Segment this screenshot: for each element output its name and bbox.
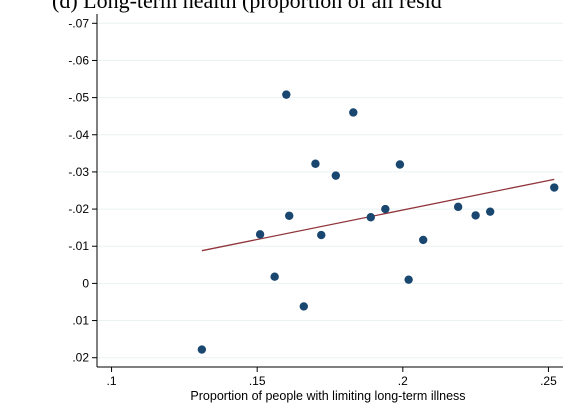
- y-tick-label: -.05: [68, 91, 89, 105]
- scatter-point: [331, 171, 341, 180]
- scatter-point: [404, 275, 413, 284]
- y-tick-label: .01: [72, 314, 89, 328]
- scatter-point: [366, 213, 375, 222]
- scatter-point: [550, 183, 559, 192]
- scatter-point: [311, 159, 320, 168]
- scatter-point: [317, 230, 326, 240]
- axes: -.07 -.06 -.05 -.04 -.03 -.02 -.01 0 .01 .02 .1 .15…: [68, 14, 563, 388]
- y-tick-label: 0: [82, 276, 89, 290]
- y-tick-label: -.01: [68, 239, 89, 253]
- fit-line: [201, 178, 555, 252]
- x-tick-label: .25: [540, 374, 557, 388]
- scatter-point: [419, 235, 428, 245]
- y-tick-label: -.06: [68, 53, 89, 67]
- scatter-point: [395, 160, 405, 169]
- y-tick-label: .02: [72, 351, 89, 365]
- x-tick-label: .15: [249, 374, 266, 388]
- scatter-point: [285, 211, 294, 220]
- x-tick-label: .1: [107, 374, 117, 388]
- grid-lines: [97, 22, 563, 359]
- scatter-point: [381, 204, 390, 214]
- x-axis-label: Proportion of people with limiting long-…: [190, 389, 465, 403]
- x-tick-label: .2: [398, 374, 408, 388]
- scatter-point: [255, 230, 265, 239]
- scatter-point: [270, 272, 279, 281]
- y-tick-label: -.02: [68, 202, 89, 216]
- scatter-point: [197, 345, 207, 354]
- scatter-point: [299, 302, 308, 311]
- scatter-points: [197, 90, 559, 354]
- scatter-point: [485, 207, 495, 216]
- scatter-point: [471, 211, 480, 220]
- scatter-point: [349, 108, 358, 117]
- fit-line-layer: [201, 178, 555, 252]
- scatter-point: [453, 202, 463, 212]
- y-tick-label: -.07: [68, 16, 89, 30]
- y-tick-label: -.04: [68, 128, 89, 142]
- chart-title: (d) Long-term health (proportion of all …: [52, 0, 442, 13]
- y-tick-label: -.03: [68, 165, 89, 179]
- scatter-point: [282, 90, 291, 99]
